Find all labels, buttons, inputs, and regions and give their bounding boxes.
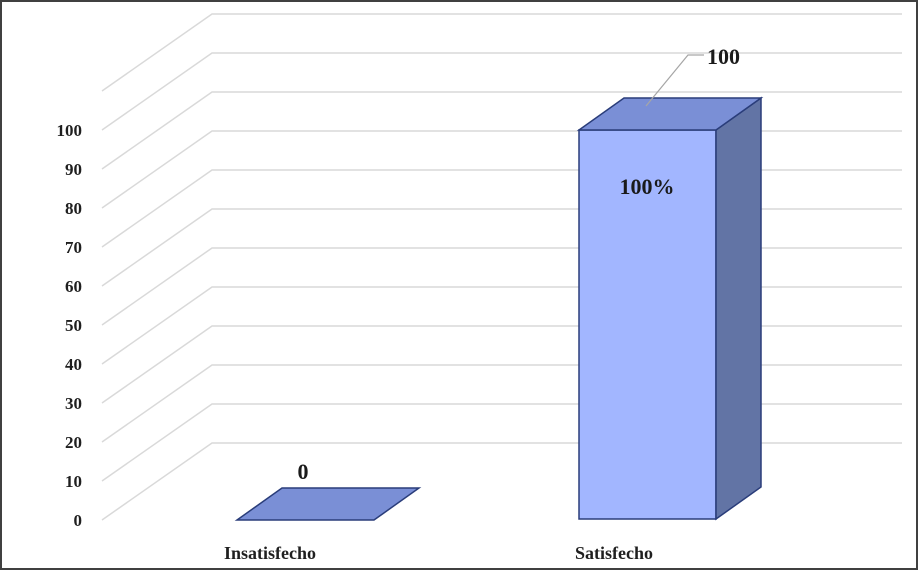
- gridlines: [101, 13, 902, 521]
- bar-side-face: [715, 96, 762, 521]
- gridline: [101, 13, 902, 92]
- y-tick-label: 70: [65, 238, 82, 257]
- callout-leader-line: [645, 54, 704, 107]
- data-label: 0: [298, 459, 309, 484]
- x-category-label: Satisfecho: [575, 543, 653, 563]
- y-tick-label: 30: [65, 394, 82, 413]
- bar-top-face: [576, 97, 764, 131]
- y-tick-label: 10: [65, 472, 82, 491]
- y-tick-label: 20: [65, 433, 82, 452]
- bars: [234, 96, 764, 521]
- y-tick-label: 0: [74, 511, 83, 530]
- bar: [576, 96, 764, 521]
- bar: [234, 487, 422, 521]
- gridline: [101, 442, 902, 521]
- y-tick-label: 100: [57, 121, 83, 140]
- bar-top-face: [234, 487, 422, 521]
- y-tick-label: 90: [65, 160, 82, 179]
- y-tick-label: 80: [65, 199, 82, 218]
- gridline: [101, 52, 902, 131]
- callout-label: 100: [707, 44, 740, 69]
- y-axis-ticks: 0 10 20 30 40 50 60 70 80 90 100: [57, 121, 83, 530]
- y-tick-label: 40: [65, 355, 82, 374]
- x-axis-categories: Insatisfecho Satisfecho: [224, 543, 653, 563]
- data-label: 100%: [620, 174, 675, 199]
- data-labels: 0 100% 100: [298, 44, 741, 484]
- x-category-label: Insatisfecho: [224, 543, 316, 563]
- y-tick-label: 60: [65, 277, 82, 296]
- gridline: [101, 91, 902, 170]
- y-tick-label: 50: [65, 316, 82, 335]
